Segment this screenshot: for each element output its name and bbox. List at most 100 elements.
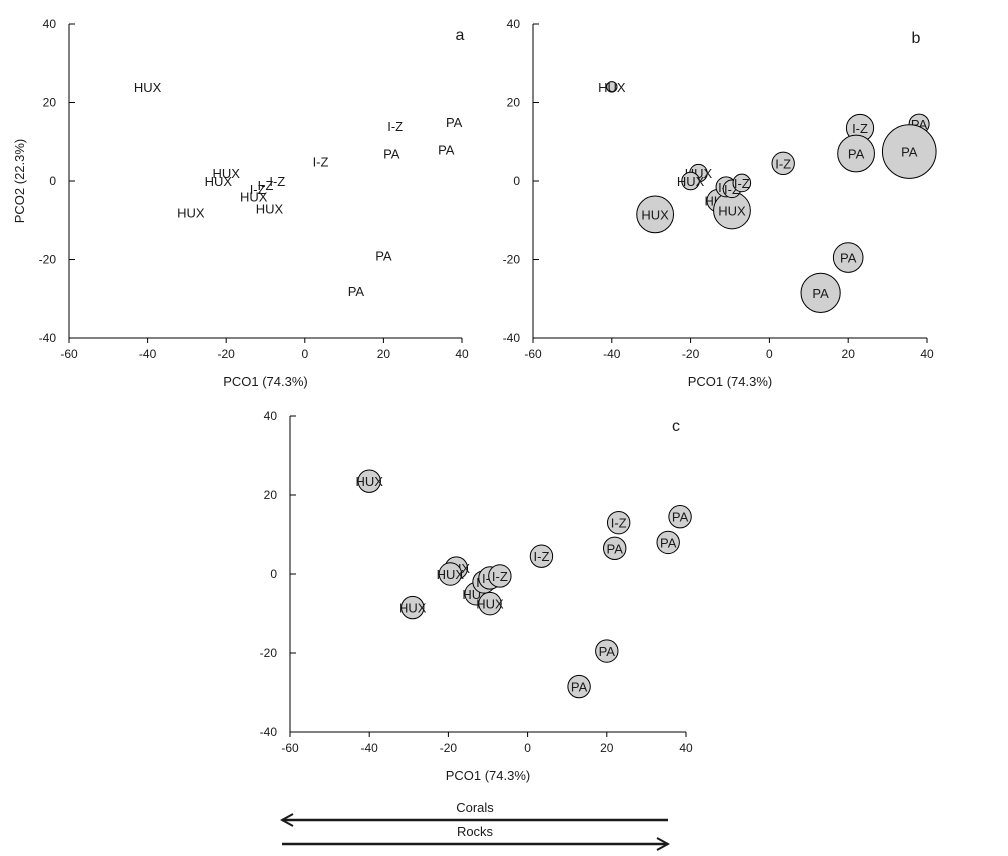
point-label-hux: HUX (718, 203, 746, 218)
point-label-pa: PA (348, 284, 365, 299)
y-tick-label: -40 (503, 331, 521, 345)
bubble-pa (800, 272, 841, 313)
y-tick-label: 40 (264, 409, 278, 423)
panel-letter: a (456, 27, 465, 44)
y-tick-label: 20 (43, 96, 57, 110)
point-label-i-z: I-Z (313, 154, 329, 169)
y-axis-label: PCO2 (22.3%) (12, 139, 27, 224)
point-label-pa: PA (901, 145, 918, 160)
point-label-pa: PA (599, 644, 616, 659)
point-label-pa: PA (840, 251, 857, 266)
point-label-hux: HUX (134, 80, 162, 95)
point-label-hux: HUX (476, 597, 504, 612)
bubble-i-z (771, 151, 795, 176)
x-tick-label: 20 (377, 347, 391, 361)
x-tick-label: -60 (60, 347, 78, 361)
point-label-i-z: I-Z (611, 516, 627, 531)
point-label-hux: HUX (437, 567, 465, 582)
x-tick-label: -40 (603, 347, 621, 361)
gradient-arrows: Corals Rocks (282, 800, 668, 844)
bubble-pa (595, 639, 619, 663)
point-label-pa: PA (812, 286, 829, 301)
x-tick-label: 20 (842, 347, 856, 361)
point-label-i-z: I-Z (269, 174, 285, 189)
point-label-pa: PA (375, 249, 392, 264)
bubble-hux (681, 171, 700, 191)
point-label-hux: HUX (177, 205, 205, 220)
bubble-hux (636, 195, 675, 234)
y-tick-label: 20 (507, 96, 521, 110)
arrow-label-corals: Corals (456, 800, 494, 815)
point-label-hux: HUX (598, 80, 626, 95)
y-tick-label: -40 (39, 331, 57, 345)
bubble-i-z (529, 544, 554, 568)
arrow-label-rocks: Rocks (457, 824, 494, 839)
point-label-hux: HUX (677, 174, 705, 189)
x-tick-label: -60 (281, 741, 299, 755)
x-tick-label: -20 (682, 347, 700, 361)
x-axis-label: PCO1 (74.3%) (223, 374, 308, 389)
bubble-i-z (488, 564, 512, 588)
point-label-i-z: I-Z (258, 178, 274, 193)
point-label-i-z: I-Z (492, 569, 508, 584)
y-tick-label: -20 (503, 253, 521, 267)
bubble-hux (401, 595, 425, 620)
bubble-i-z (732, 173, 752, 193)
y-tick-label: -20 (260, 646, 278, 660)
y-tick-label: 40 (507, 17, 521, 31)
point-label-hux: HUX (212, 166, 240, 181)
x-tick-label: 20 (600, 741, 614, 755)
y-tick-label: -40 (260, 725, 278, 739)
y-tick-label: 20 (264, 488, 278, 502)
bubble-pa (837, 134, 875, 173)
y-tick-label: 0 (513, 174, 520, 188)
point-label-i-z: I-Z (250, 182, 266, 197)
y-tick-label: 0 (49, 174, 56, 188)
bubble-pa (656, 530, 680, 555)
bubble-i-z (606, 510, 631, 535)
point-label-pa: PA (660, 535, 677, 550)
point-label-i-z: I-Z (534, 549, 550, 564)
point-label-pa: PA (672, 510, 689, 525)
point-label-pa: PA (607, 541, 624, 556)
bubble-pa (832, 242, 864, 273)
point-label-i-z: I-Z (734, 176, 750, 191)
x-axis-label: PCO1 (74.3%) (446, 768, 531, 783)
point-label-pa: PA (383, 147, 400, 162)
point-label-i-z: I-Z (852, 121, 868, 136)
point-label-i-z: I-Z (775, 156, 791, 171)
point-label-pa: PA (571, 680, 588, 695)
x-tick-label: 40 (455, 347, 469, 361)
bubble-hux (478, 591, 502, 616)
bubble-hux (438, 562, 463, 586)
point-label-pa: PA (438, 143, 455, 158)
point-label-hux: HUX (399, 601, 427, 616)
x-tick-label: 0 (524, 741, 531, 755)
x-tick-label: 40 (920, 347, 934, 361)
bubble-pa (881, 124, 937, 179)
point-label-hux: HUX (205, 174, 233, 189)
x-tick-label: 0 (301, 347, 308, 361)
x-tick-label: 40 (679, 741, 693, 755)
point-label-hux: HUX (240, 190, 268, 205)
x-tick-label: -60 (524, 347, 542, 361)
point-label-hux: HUX (256, 201, 284, 216)
point-label-hux: HUX (355, 474, 383, 489)
x-tick-label: -40 (361, 741, 379, 755)
point-label-pa: PA (848, 147, 865, 162)
x-tick-label: -20 (218, 347, 236, 361)
y-tick-label: -20 (39, 253, 57, 267)
y-tick-label: 0 (270, 567, 277, 581)
bubble-pa (567, 674, 591, 699)
bubble-hux (606, 81, 618, 93)
bubble-pa (668, 505, 692, 529)
point-label-i-z: I-Z (387, 119, 403, 134)
x-axis-label: PCO1 (74.3%) (688, 374, 773, 389)
point-label-pa: PA (446, 115, 463, 130)
bubble-pa (603, 536, 627, 561)
bubble-hux (357, 469, 381, 493)
x-tick-label: -20 (440, 741, 458, 755)
panel-letter: c (672, 418, 680, 435)
